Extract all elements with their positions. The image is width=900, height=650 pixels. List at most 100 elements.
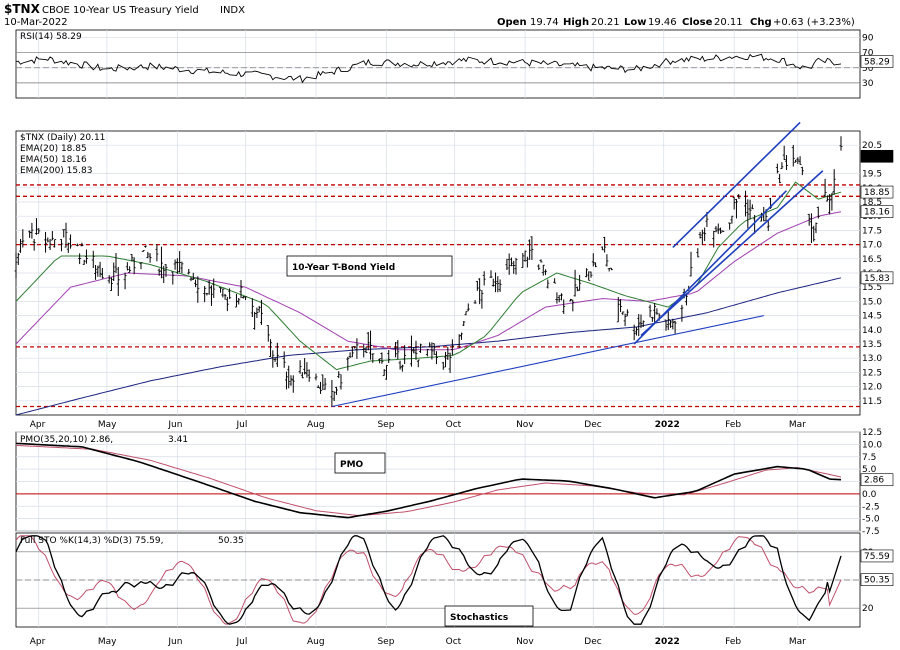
price-annotation-box: [286, 255, 453, 277]
price-y-tick-label: 13.5: [862, 340, 882, 350]
chart-header: $TNX CBOE 10-Year US Treasury Yield INDX…: [4, 2, 855, 28]
price-y-tick-label: 20.5: [862, 141, 882, 151]
x-tick-label: Mar: [789, 637, 806, 647]
price-value-tag-box: [860, 149, 894, 163]
price-y-tick-label: 12.0: [862, 383, 882, 393]
x-tick-label: Feb: [725, 637, 741, 647]
price-y-tick-label: 11.5: [862, 397, 882, 407]
pmo-y-tick-label: 12.5: [862, 428, 882, 438]
price-y-tick-label: 13.0: [862, 354, 882, 364]
trendline: [640, 170, 824, 337]
price-value-tag: 18.85: [864, 188, 890, 198]
rsi-frame: [15, 29, 861, 99]
pmo-y-tick-label: 7.5: [862, 453, 876, 463]
x-tick-label: Apr: [30, 637, 46, 647]
x-tick-label: Dec: [584, 420, 601, 430]
x-tick-label: Jun: [167, 637, 182, 647]
sto-legend-entry: Full STO %K(14,3) %D(3) 75.59,: [20, 536, 164, 546]
close-value: 20.11: [714, 17, 743, 28]
rsi-y-tick-label: 30: [862, 79, 874, 89]
price-y-tick-label: 19.5: [862, 170, 882, 180]
price-y-tick-label: 14.5: [862, 312, 882, 322]
price-annotation: 10-Year T-Bond Yield: [292, 263, 395, 273]
price-value-tag-box: [860, 205, 894, 218]
pmo-y-tick-label: -7.5: [862, 527, 880, 537]
x-tick-label: Jul: [236, 637, 248, 647]
x-tick-label: Dec: [584, 637, 601, 647]
pmo-y-tick-label: 5.0: [862, 465, 877, 475]
price-y-tick-label: 12.5: [862, 368, 882, 378]
rsi-line: [15, 53, 842, 84]
trendline: [331, 315, 764, 408]
rsi-legend: RSI(14) 58.29: [20, 32, 82, 42]
price-legend-entry: EMA(20) 18.85: [20, 144, 87, 154]
sto-k-line: [15, 535, 842, 625]
chart-date: 10-Mar-2022: [4, 17, 68, 28]
x-tick-label: May: [98, 420, 117, 430]
low-label: Low: [624, 17, 646, 28]
price-y-tick-label: 15.0: [862, 297, 882, 307]
rsi-y-tick-label: 70: [862, 49, 874, 59]
sto-legend-entry: 50.35: [218, 536, 244, 546]
close-label: Close: [682, 17, 713, 28]
sto-value-tag-box: [860, 573, 894, 586]
symbol: $TNX: [4, 2, 41, 16]
x-tick-label: 2022: [655, 637, 680, 647]
x-tick-label: Aug: [307, 637, 325, 647]
instrument-name: CBOE 10-Year US Treasury Yield: [42, 5, 199, 16]
rsi-y-tick-label: 90: [862, 34, 874, 44]
high-value: 20.21: [591, 17, 620, 28]
rsi-value-tag: 58.29: [864, 58, 890, 68]
open-label: Open: [497, 17, 527, 28]
sto-value-tag: 50.35: [864, 576, 890, 586]
price-legend-entry: EMA(50) 18.16: [20, 155, 87, 165]
price-value-tag-box: [860, 185, 894, 199]
pmo-y-tick-label: -2.5: [862, 502, 880, 512]
pmo-y-tick-label: 10.0: [862, 440, 882, 450]
pmo-legend-entry: 3.41: [168, 435, 188, 445]
price-y-tick-label: 17.0: [862, 241, 882, 251]
x-tick-label: Sep: [377, 637, 394, 647]
open-value: 19.74: [530, 17, 559, 28]
price-value-tag-box: [860, 271, 894, 285]
x-tick-label: May: [98, 637, 117, 647]
x-tick-label: Jun: [167, 420, 182, 430]
trendline: [672, 121, 801, 249]
x-tick-label: Oct: [446, 637, 462, 647]
price-value-tag: 18.16: [864, 208, 890, 218]
x-tick-label: Nov: [516, 420, 534, 430]
price-y-tick-label: 14.0: [862, 326, 882, 336]
x-tick-label: Nov: [516, 637, 534, 647]
x-tick-label: Mar: [789, 420, 806, 430]
exchange: INDX: [220, 5, 245, 16]
pmo-y-tick-label: 0.0: [862, 490, 877, 500]
pmo-signal-line: [15, 444, 842, 516]
sto-value-tag-box: [860, 549, 894, 563]
sto-y-tick-label: 20: [862, 604, 874, 614]
pmo-legend-entry: PMO(35,20,10) 2.86,: [20, 435, 113, 445]
x-tick-label: 2022: [655, 420, 680, 430]
low-value: 19.46: [648, 17, 677, 28]
price-value-tag: 20.11: [864, 152, 892, 162]
price-y-tick-label: 16.5: [862, 255, 882, 265]
price-y-tick-label: 18.5: [862, 198, 882, 208]
chg-label: Chg: [750, 17, 772, 28]
sto-d-line: [15, 535, 842, 625]
x-tick-label: Feb: [725, 420, 741, 430]
pmo-value-tag: 2.86: [864, 476, 884, 486]
pmo-annotation: PMO: [340, 460, 364, 470]
pmo-line: [15, 442, 842, 519]
high-label: High: [563, 17, 589, 28]
x-tick-label: Oct: [446, 420, 462, 430]
sto-annotation-box: [444, 605, 534, 627]
rsi-y-tick-label: 50: [862, 64, 874, 74]
pmo-value-tag-box: [860, 473, 894, 487]
price-y-tick-label: 17.5: [862, 226, 882, 236]
rsi-value-tag-box: [860, 55, 894, 68]
pmo-y-tick-label: -5.0: [862, 515, 880, 525]
price-legend-entry: EMA(200) 15.83: [20, 166, 92, 176]
sto-annotation: Stochastics: [450, 613, 508, 623]
pmo-annotation-box: [334, 452, 386, 474]
x-tick-label: Sep: [377, 420, 394, 430]
